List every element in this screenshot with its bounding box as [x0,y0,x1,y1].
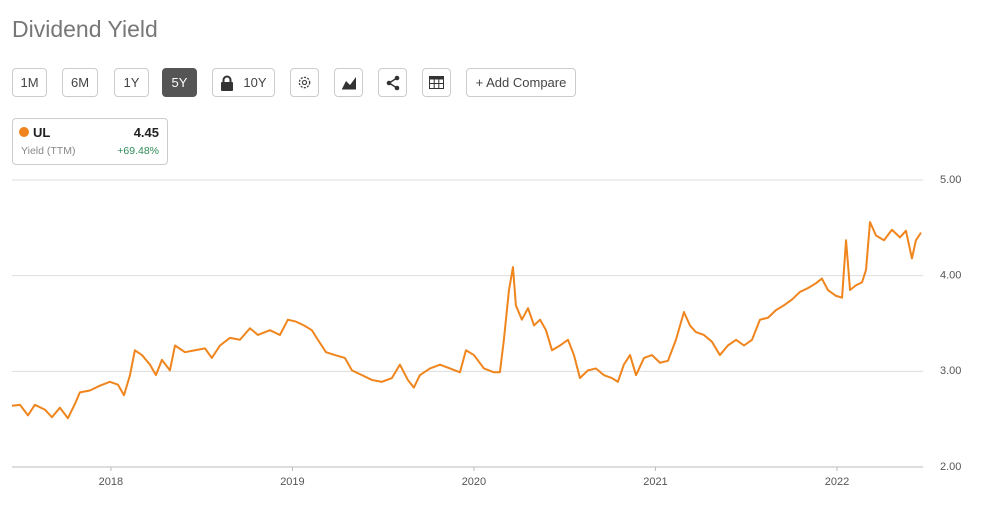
range-button-locked[interactable]: 10Y [212,68,275,97]
x-tick-label: 2022 [825,476,849,488]
range-button[interactable]: 1Y [114,68,149,97]
y-tick-label: 3.00 [940,365,961,377]
x-tick-label: 2021 [643,476,667,488]
gear-icon [298,76,311,89]
chart-type-button[interactable] [334,68,363,97]
legend-change: +69.48% [117,145,159,157]
legend-metric: Yield (TTM) [21,145,76,157]
x-tick-label: 2019 [280,476,304,488]
range-button[interactable]: 6M [62,68,98,97]
legend-swatch [19,127,29,137]
range-label: 10Y [243,75,267,90]
y-tick-label: 4.00 [940,270,961,282]
range-button[interactable]: 1M [12,68,47,97]
table-button[interactable] [422,68,451,97]
y-tick-label: 5.00 [940,174,961,186]
chart-icon [341,76,356,89]
range-button[interactable]: 5Y [162,68,197,97]
share-icon [386,75,399,90]
lock-icon [221,75,234,91]
page-title: Dividend Yield [12,16,158,42]
table-icon [429,76,444,89]
settings-button[interactable] [290,68,319,97]
x-tick-label: 2018 [99,476,123,488]
data-line [11,221,922,420]
legend-symbol: UL [33,125,51,140]
x-tick-label: 2020 [462,476,486,488]
legend-box: UL 4.45 Yield (TTM) +69.48% [12,118,168,165]
legend-value: 4.45 [133,125,159,140]
y-tick-label: 2.00 [940,461,961,473]
share-button[interactable] [378,68,407,97]
add-compare-button[interactable]: + Add Compare [466,68,576,97]
